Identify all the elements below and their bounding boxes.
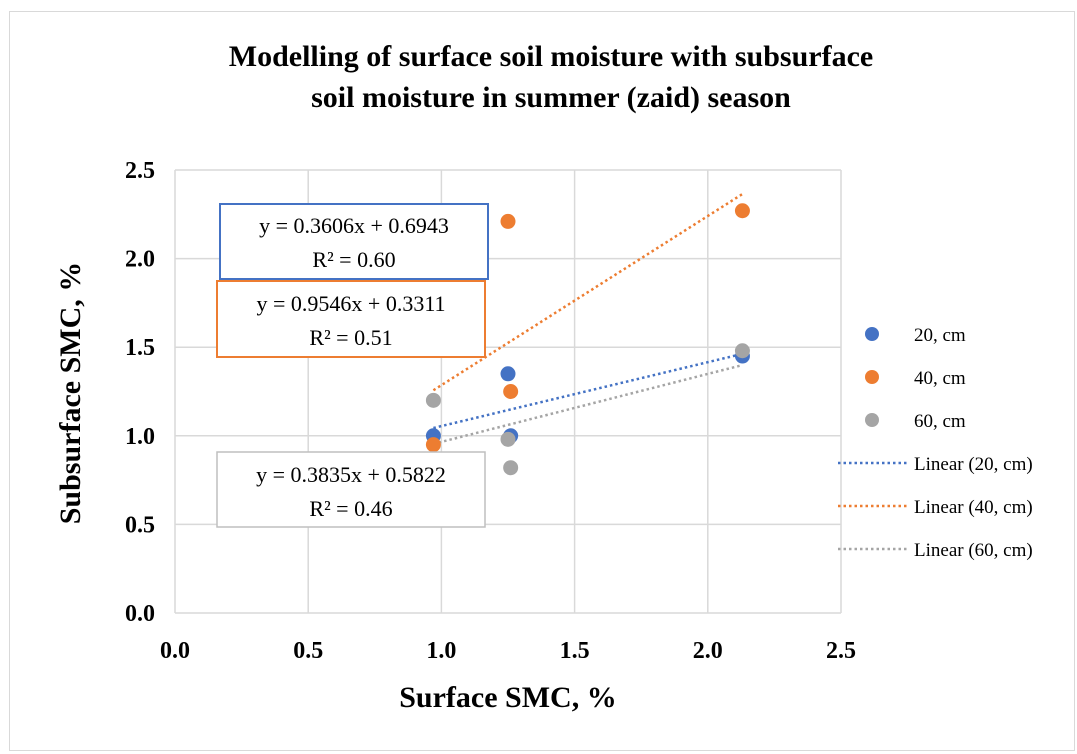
x-tick-label: 0.0 [160, 638, 190, 664]
data-point-1-3 [734, 203, 750, 219]
equation-box-40cm: y = 0.9546x + 0.3311 R² = 0.51 [216, 280, 486, 358]
equation-60cm: y = 0.3835x + 0.5822 [256, 462, 446, 487]
x-tick-label: 2.0 [693, 638, 723, 664]
y-tick-label: 2.5 [125, 158, 155, 184]
r2-60cm: R² = 0.46 [309, 496, 392, 521]
r2-40cm: R² = 0.51 [309, 325, 392, 350]
legend-label-linear-40cm: Linear (40, cm) [914, 497, 1033, 518]
data-points [425, 203, 750, 476]
legend-label-60cm: 60, cm [914, 411, 966, 432]
data-point-0-1 [500, 366, 516, 382]
legend-marker-60cm [865, 413, 879, 427]
equation-box-60cm-frame [216, 451, 486, 528]
data-point-1-1 [500, 213, 516, 229]
equation-box-60cm: y = 0.3835x + 0.5822 R² = 0.46 [216, 451, 486, 528]
equation-20cm: y = 0.3606x + 0.6943 [259, 213, 449, 238]
equation-box-20cm-frame [219, 203, 489, 280]
x-tick-label: 1.0 [426, 638, 456, 664]
y-tick-label: 1.5 [125, 335, 155, 361]
trendline-2 [433, 363, 743, 446]
data-point-2-1 [500, 431, 516, 447]
r2-20cm: R² = 0.60 [312, 247, 395, 272]
trendline-0 [433, 352, 743, 430]
x-tick-label: 2.5 [826, 638, 856, 664]
data-point-2-0 [425, 392, 441, 408]
legend-label-40cm: 40, cm [914, 368, 966, 389]
chart-title-line-2: soil moisture in summer (zaid) season [311, 81, 791, 114]
y-tick-label: 2.0 [125, 247, 155, 273]
legend: 20, cm 40, cm 60, cm Linear (20, cm) Lin… [838, 325, 1033, 561]
equation-box-40cm-frame [216, 280, 486, 358]
equation-40cm: y = 0.9546x + 0.3311 [257, 291, 446, 316]
equation-box-20cm: y = 0.3606x + 0.6943 R² = 0.60 [219, 203, 489, 280]
legend-label-linear-60cm: Linear (60, cm) [914, 540, 1033, 561]
data-point-1-2 [503, 384, 519, 399]
data-point-2-2 [503, 460, 519, 476]
chart-frame [9, 11, 1075, 751]
tick-labels: 0.0 0.5 1.0 1.5 2.0 2.5 0.0 0.5 1.0 1.5 2.0 2.5 [125, 158, 856, 664]
legend-label-20cm: 20, cm [914, 325, 966, 346]
y-tick-label: 0.5 [125, 512, 155, 538]
x-tick-label: 1.5 [560, 638, 590, 664]
y-tick-label: 1.0 [125, 424, 155, 450]
y-axis-title: Subsurface SMC, % [54, 262, 87, 525]
legend-marker-20cm [865, 327, 879, 341]
x-axis-title: Surface SMC, % [399, 681, 616, 714]
legend-marker-40cm [865, 370, 879, 384]
chart-title-line-1: Modelling of surface soil moisture with … [229, 40, 873, 73]
data-point-2-3 [734, 343, 750, 359]
legend-label-linear-20cm: Linear (20, cm) [914, 454, 1033, 475]
x-tick-label: 0.5 [293, 638, 323, 664]
y-tick-label: 0.0 [125, 601, 155, 627]
data-point-1-0 [425, 437, 441, 453]
